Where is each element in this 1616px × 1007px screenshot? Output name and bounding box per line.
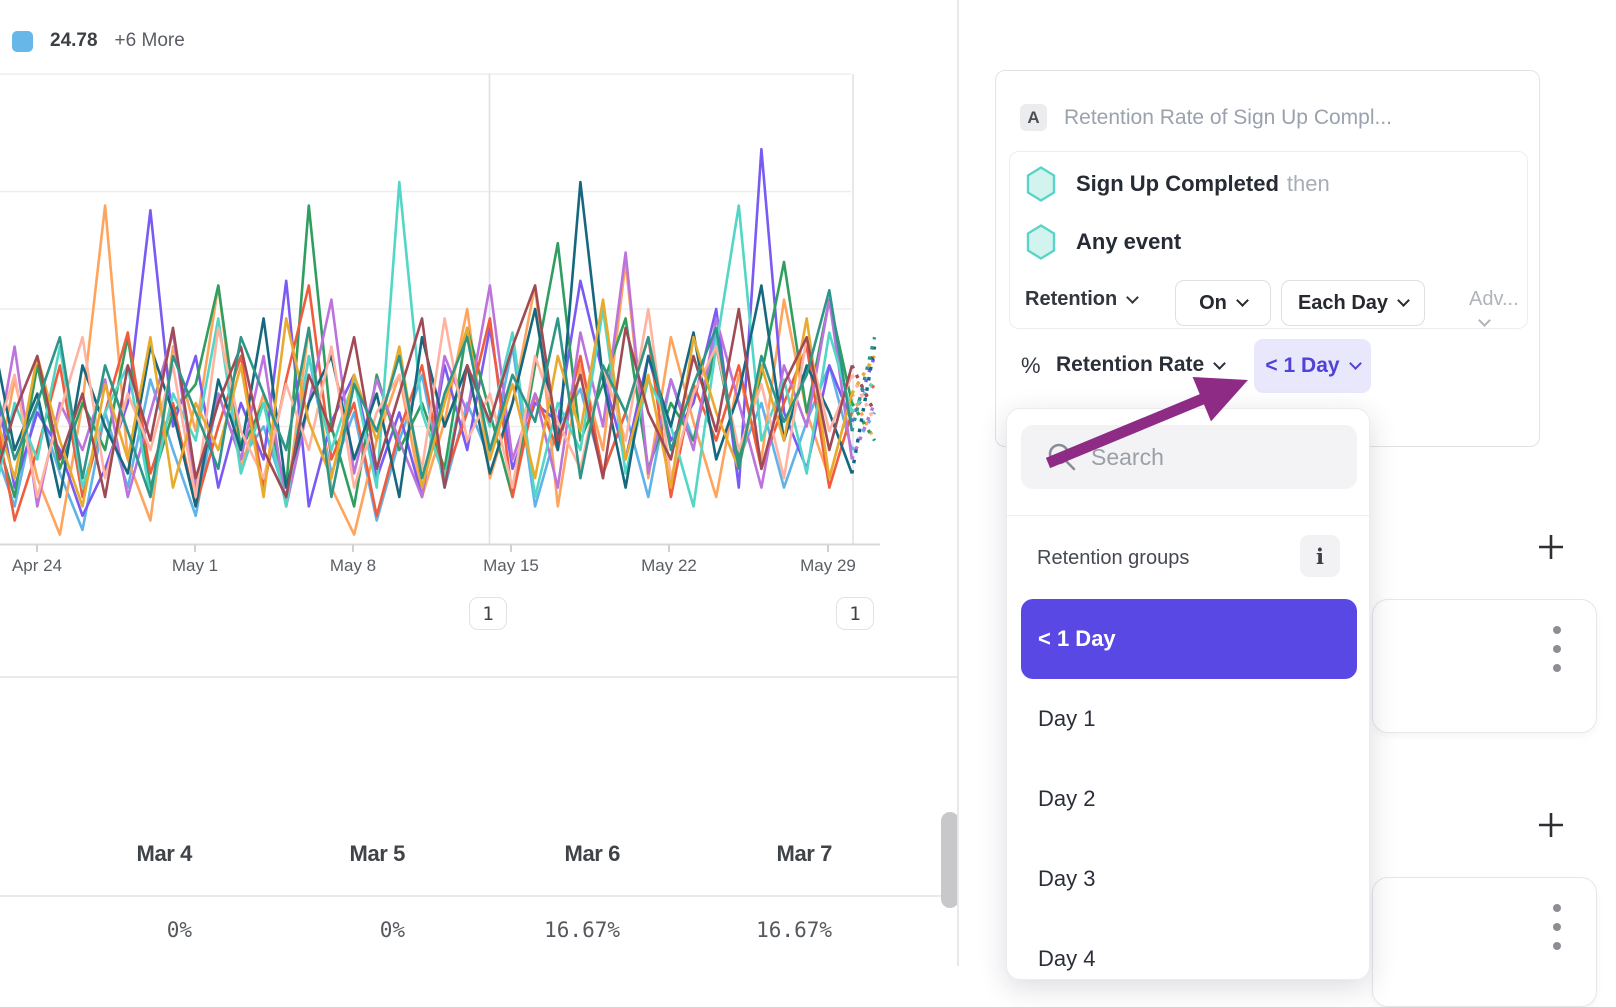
chevron-down-icon [1478,314,1491,327]
menu-item-day-4[interactable]: Day 4 [1038,946,1096,971]
menu-item-day-2[interactable]: Day 2 [1038,786,1096,811]
table-cell-value: 16.67% [756,918,832,942]
x-axis-label: May 29 [800,556,856,575]
interval-dropdown[interactable]: Each Day [1281,280,1425,326]
table-column-header: Mar 4 [136,841,193,866]
week-count-badge: 1 [469,597,507,630]
event-query-card: A Retention Rate of Sign Up Compl... Sig… [995,70,1540,447]
event-name: Any event [1076,229,1182,254]
menu-item-lt-1-day[interactable]: < 1 Day [1021,599,1357,679]
x-axis-label: May 1 [171,556,219,575]
percent-icon: % [1021,353,1041,378]
event-hexagon-icon [1026,224,1056,260]
kebab-icon [1553,626,1561,634]
x-axis-label: May 15 [483,556,539,575]
event-definition-card: Sign Up Completed then Any event Retentio… [1009,151,1528,329]
retention-group-dropdown[interactable]: < 1 Day [1254,339,1371,393]
table-header-divider [0,895,946,897]
retention-group-menu: Retention groups i < 1 Day Day 1 Day 2 D… [1006,408,1371,980]
card-menu-button[interactable] [1547,904,1567,950]
menu-divider [1007,515,1371,517]
kebab-icon [1553,904,1561,912]
metric-card[interactable] [1372,599,1597,733]
add-section-button[interactable] [1535,531,1567,563]
card-menu-button[interactable] [1547,626,1567,672]
x-axis-label: May 22 [641,556,697,575]
legend-series-label: 24.78 [50,30,98,51]
metric-dropdown[interactable]: Retention Rate [1056,353,1227,377]
table-cell-value: 0% [379,918,405,942]
x-axis-label: Apr 24 [11,556,63,575]
legend-swatch [12,30,33,52]
event-row-any-event[interactable]: Any event [1026,224,1181,260]
menu-item-day-3[interactable]: Day 3 [1038,866,1096,891]
table-cell-value: 16.67% [544,918,620,942]
event-name: Sign Up Completed [1076,171,1279,196]
menu-item-day-1[interactable]: Day 1 [1038,706,1096,731]
legend-more-button[interactable]: +6 More [114,30,185,51]
section-divider [0,676,958,678]
search-icon [1048,443,1076,471]
event-suffix: then [1286,171,1330,196]
plus-icon [1539,813,1563,837]
chevron-down-icon [1236,293,1249,307]
table-column-header: Mar 7 [776,841,833,866]
search-input[interactable] [1091,443,1331,471]
chart-legend: 24.78 +6 More [12,29,185,53]
vertical-scrollbar-thumb[interactable] [941,812,959,908]
measurement-dropdown[interactable]: Retention [1025,288,1140,311]
search-field[interactable] [1021,425,1357,489]
pane-divider [957,0,959,966]
chevron-down-icon [1213,357,1227,370]
plus-icon [1539,535,1563,559]
on-dropdown[interactable]: On [1175,280,1271,326]
info-icon[interactable]: i [1300,535,1340,577]
chevron-down-icon [1397,293,1410,307]
event-letter-badge: A [1020,104,1047,131]
table-column-header: Mar 5 [349,841,406,866]
week-count-badge: 1 [836,597,874,630]
event-row-signup[interactable]: Sign Up Completed then [1026,166,1330,202]
retention-line-chart[interactable] [0,0,940,560]
chart-title-field[interactable]: Retention Rate of Sign Up Compl... [1064,106,1393,129]
chevron-down-icon [1348,356,1362,370]
table-column-header: Mar 6 [564,841,621,866]
chevron-down-icon [1126,291,1140,304]
x-axis-label: May 8 [329,556,377,575]
advanced-dropdown[interactable]: Adv... [1469,288,1529,334]
table-cell-value: 0% [166,918,192,942]
add-section-button[interactable] [1535,809,1567,841]
event-hexagon-icon [1026,166,1056,202]
menu-group-label: Retention groups [1037,547,1190,569]
